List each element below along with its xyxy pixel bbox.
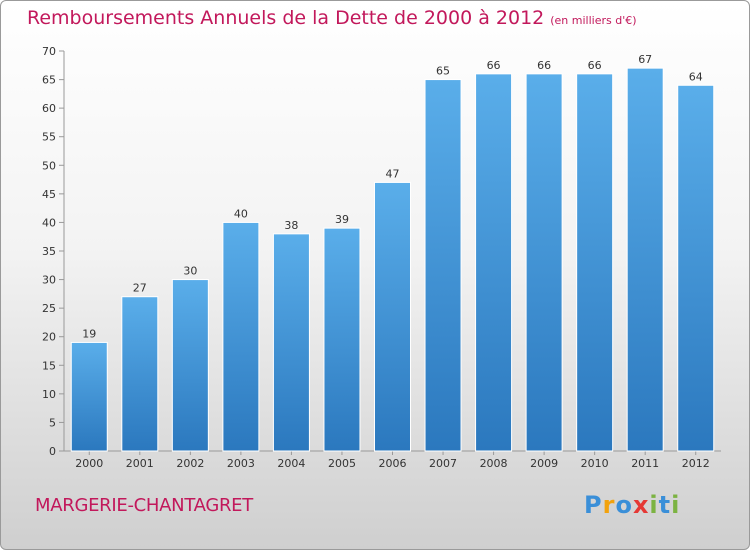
x-tick-label: 2006: [379, 457, 407, 470]
y-tick-label: 40: [42, 216, 56, 229]
logo-letter: i: [671, 491, 681, 519]
bar-value-label: 19: [82, 327, 96, 340]
bar-value-label: 27: [133, 282, 147, 295]
bar-value-label: 66: [487, 59, 501, 72]
bar: [171, 279, 209, 452]
y-tick-label: 35: [42, 245, 56, 258]
bar: [222, 221, 260, 452]
bar-value-label: 47: [386, 167, 400, 180]
bar-value-label: 67: [638, 53, 652, 66]
y-tick-label: 5: [49, 416, 56, 429]
logo-letter: r: [602, 491, 616, 519]
bar: [424, 79, 462, 452]
logo-letter: i: [649, 491, 659, 519]
x-tick-label: 2010: [581, 457, 609, 470]
chart-title: Remboursements Annuels de la Dette de 20…: [27, 7, 637, 29]
chart-subtitle: (en milliers d'€): [550, 14, 637, 27]
x-tick-label: 2000: [75, 457, 103, 470]
x-tick-label: 2003: [227, 457, 255, 470]
logo-letter: x: [632, 491, 650, 519]
bar: [525, 73, 563, 452]
bar: [576, 73, 614, 452]
commune-name: MARGERIE-CHANTAGRET: [35, 495, 253, 516]
bar: [70, 341, 108, 452]
bar: [323, 227, 361, 452]
logo-letter: P: [584, 491, 603, 519]
logo-letter: o: [615, 491, 633, 519]
bar: [626, 67, 664, 452]
bar-value-label: 66: [588, 59, 602, 72]
x-axis: 2000 2001 2002 2003 2004 2005 2006 2007 2008 2009…: [64, 450, 721, 470]
x-tick-label: 2001: [126, 457, 154, 470]
bar-value-label: 65: [436, 65, 450, 78]
x-tick-label: 2011: [631, 457, 659, 470]
bar-value-label: 39: [335, 213, 349, 226]
y-tick-label: 60: [42, 102, 56, 115]
y-tick-label: 50: [42, 159, 56, 172]
x-tick-label: 2004: [277, 457, 305, 470]
proxiti-logo[interactable]: Proxiti: [584, 491, 680, 519]
bar-value-label: 30: [183, 265, 197, 278]
bars-group: 19 27 30 40 38 39 47 65 66 66 66 67 64: [70, 53, 715, 452]
x-tick-label: 2009: [530, 457, 558, 470]
y-tick-label: 0: [49, 445, 56, 458]
x-tick-label: 2002: [176, 457, 204, 470]
bar: [475, 73, 513, 452]
x-tick-label: 2007: [429, 457, 457, 470]
bar: [677, 84, 715, 452]
bar: [121, 296, 159, 452]
bar-value-label: 40: [234, 207, 248, 220]
y-tick-label: 20: [42, 331, 56, 344]
y-tick-label: 30: [42, 274, 56, 287]
chart-title-text: Remboursements Annuels de la Dette de 20…: [27, 7, 545, 29]
logo-letter: t: [658, 491, 672, 519]
y-axis: 0 5 10 15 20 25 30 35 40 45 50 55 60 65 70: [42, 45, 65, 458]
bar-value-label: 38: [284, 219, 298, 232]
y-tick-label: 25: [42, 302, 56, 315]
y-tick-label: 10: [42, 388, 56, 401]
bar-value-label: 64: [689, 70, 703, 83]
x-tick-label: 2005: [328, 457, 356, 470]
y-tick-label: 55: [42, 131, 56, 144]
bar: [374, 181, 411, 452]
y-tick-label: 70: [42, 45, 56, 58]
x-tick-label: 2008: [480, 457, 508, 470]
y-tick-label: 45: [42, 188, 56, 201]
x-tick-label: 2012: [682, 457, 710, 470]
bar-value-label: 66: [537, 59, 551, 72]
y-tick-label: 65: [42, 74, 56, 87]
y-tick-label: 15: [42, 359, 56, 372]
bar: [272, 233, 310, 452]
